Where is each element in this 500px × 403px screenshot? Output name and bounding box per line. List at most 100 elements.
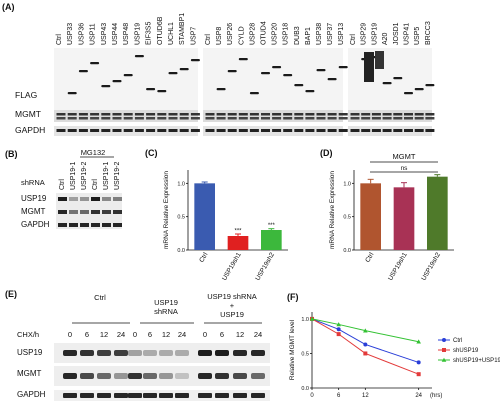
- panel-a-mgmt-band: [227, 113, 237, 116]
- panel-a-flag-band: [227, 70, 237, 73]
- panel-f-ylabel: Relative MGMT level: [289, 319, 296, 380]
- panel-d-ytick-label: 1.0: [343, 181, 351, 187]
- panel-b-lane-label: Ctrl: [59, 179, 66, 190]
- panel-a-gapdh-band: [350, 129, 360, 132]
- panel-a-lane-label: OTUD4: [261, 21, 268, 45]
- panel-a-gapdh-band: [134, 129, 144, 132]
- panel-f-legend-label: shUSP19: [453, 348, 479, 354]
- panel-e-row-label-mgmt: MGMT: [17, 369, 42, 378]
- panel-f-ytick-label: 0.0: [301, 386, 309, 392]
- panel-a-lane-label: USP5: [414, 27, 421, 45]
- panel-a-lane-label: USP33: [67, 23, 74, 45]
- panel-a-lane-label: USP20: [272, 23, 279, 45]
- panel-f-point: [416, 339, 421, 344]
- panel-a-mgmt-band: [238, 113, 248, 116]
- panel-a-mgmt-band: [404, 113, 413, 116]
- panel-a-gapdh-band: [283, 129, 293, 132]
- panel-f-legend-marker: [441, 357, 447, 362]
- panel-a-mgmt-band: [78, 117, 88, 120]
- panel-e-usp19-band: [80, 350, 94, 356]
- panel-c-bar-chart: 0.0 0.5 1.0 mRNA Relative Expression Ctrl ***…: [163, 170, 288, 282]
- panel-d-ytick-label: 0.0: [343, 248, 351, 254]
- panel-a-mgmt-band: [205, 113, 215, 116]
- panel-f-legend-label: shUSP19+USP19: [453, 358, 500, 364]
- panel-a-mgmt-band: [101, 117, 111, 120]
- panel-a-mgmt-band: [371, 117, 381, 120]
- panel-e-usp19-band: [198, 350, 212, 356]
- panel-f-series-line: [311, 318, 419, 375]
- panel-e-group-label: USP19: [220, 310, 244, 319]
- panel-a-flag-band: [157, 90, 167, 93]
- panel-d-ytick-label: 0.5: [343, 215, 351, 221]
- panel-e-gapdh-band: [215, 393, 229, 398]
- panel-f-series-line: [311, 318, 419, 363]
- panel-b-row-label-usp19: USP19: [21, 194, 47, 203]
- panel-e-timepoint: 24: [178, 330, 186, 339]
- panel-b-mgmt-band: [80, 210, 89, 214]
- panel-b-gapdh-band: [69, 223, 78, 227]
- panel-a-gapdh-band: [157, 129, 167, 132]
- panel-e-timepoint: 0: [68, 330, 72, 339]
- panel-e-timepoint: 12: [100, 330, 108, 339]
- panel-a-gapdh-band: [146, 129, 156, 132]
- panel-a-gapdh-band: [205, 129, 215, 132]
- panel-a-mgmt-band: [338, 117, 348, 120]
- panel-a-gapdh-band: [90, 129, 100, 132]
- panel-e-mgmt-band: [159, 373, 173, 379]
- panel-d-category-label: USP19sh2: [420, 251, 442, 282]
- panel-e-gapdh-band: [80, 393, 94, 398]
- panel-a-row-label-flag: FLAG: [15, 90, 37, 100]
- panel-f-ytick-label: 1.0: [301, 317, 309, 323]
- panel-e-chx-label: CHX/h: [17, 330, 39, 339]
- panel-a-mgmt-band: [123, 117, 133, 120]
- panel-b-lane-label: USP19-1: [103, 161, 110, 190]
- panel-a-mgmt-band: [283, 117, 293, 120]
- panel-a-gapdh-band: [404, 129, 413, 132]
- panel-d-title: MGMT: [393, 152, 416, 161]
- panel-f-xtick-label: 0: [310, 393, 314, 399]
- panel-a-flag-band: [179, 68, 189, 71]
- panel-f-x-unit: (hrs): [430, 393, 442, 399]
- panel-a-mgmt-band: [361, 113, 371, 116]
- panel-e-gapdh-band: [251, 393, 265, 398]
- panel-e-usp19-blot: [54, 343, 270, 363]
- panel-e-row-label-gapdh: GAPDH: [17, 390, 46, 399]
- panel-e-usp19-band: [159, 350, 173, 356]
- panel-b-lane-label: USP19-2: [114, 161, 121, 190]
- panel-b-gapdh-band: [113, 223, 122, 227]
- panel-a-mgmt-band: [327, 117, 337, 120]
- panel-c-bar: [261, 230, 282, 250]
- panel-e-mgmt-band: [175, 373, 189, 379]
- panel-e-mgmt-band: [143, 373, 157, 379]
- panel-a-mgmt-band: [123, 113, 133, 116]
- panel-e-timepoint: 24: [117, 330, 125, 339]
- panel-d-bar: [360, 183, 381, 250]
- panel-d-bar: [393, 187, 415, 250]
- panel-a-flag-band: [112, 80, 122, 83]
- panel-e-mgmt-band: [97, 373, 111, 379]
- panel-c-letter: (C): [145, 148, 158, 158]
- panel-f-point: [309, 316, 315, 321]
- panel-a-row-label-gapdh: GAPDH: [15, 125, 45, 135]
- panel-a-mgmt-band: [190, 113, 200, 116]
- panel-a-mgmt-band: [261, 113, 270, 116]
- panel-f-legend-label: Ctrl: [453, 338, 462, 344]
- panel-a-mgmt-band: [101, 113, 111, 116]
- panel-f-point: [363, 328, 368, 333]
- panel-c-ytick-label: 0.5: [177, 215, 185, 221]
- panel-a-mgmt-band: [168, 117, 178, 120]
- panel-e-gapdh-band: [198, 393, 212, 398]
- panel-a-flag-band: [338, 66, 348, 69]
- panel-e-usp19-band: [97, 350, 111, 356]
- panel-a-gapdh-band: [371, 129, 381, 132]
- panel-f-point: [336, 327, 341, 332]
- panel-b-gapdh-band: [58, 223, 67, 227]
- panel-a-gapdh-band: [238, 129, 248, 132]
- panel-a-mgmt-band: [425, 113, 435, 116]
- panel-b-usp19-band: [80, 197, 89, 201]
- panel-a-mgmt-band: [78, 113, 88, 116]
- panel-e-timepoint: 6: [148, 330, 152, 339]
- panel-a-flag-band-smear: [375, 51, 384, 69]
- panel-a-mgmt-band: [294, 117, 304, 120]
- panel-e-mgmt-band: [80, 373, 94, 379]
